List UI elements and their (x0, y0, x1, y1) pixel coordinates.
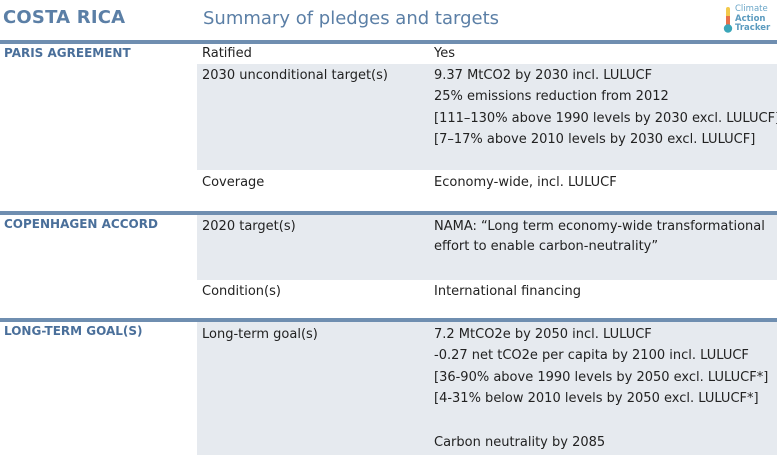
row-label-2030-target: 2030 unconditional target(s) (202, 68, 388, 83)
section-rule (0, 211, 777, 215)
country-title: COSTA RICA (3, 7, 126, 28)
row-value-2020-line-1: NAMA: “Long term economy-wide transforma… (434, 219, 765, 234)
logo-text: Climate Action Tracker (735, 4, 771, 34)
row-value-ltg-line-4: [4-31% below 2010 levels by 2050 excl. L… (434, 391, 759, 406)
row-value-2030-line-1: 9.37 MtCO2 by 2030 incl. LULUCF (434, 68, 653, 83)
row-value-2030-line-4: [7–17% above 2010 levels by 2030 excl. L… (434, 132, 756, 147)
row-label-coverage: Coverage (202, 175, 265, 190)
logo-line-3: Tracker (735, 23, 771, 33)
row-value-2020-line-2: effort to enable carbon-neutrality” (434, 239, 659, 254)
section-long-term-goals: LONG-TERM GOAL(S) Long-term goal(s) 7.2 … (0, 318, 777, 459)
row-band (197, 322, 777, 455)
climate-action-tracker-logo: Climate Action Tracker (720, 4, 776, 36)
thermometer-icon (723, 7, 733, 33)
row-value-ltg-line-2: -0.27 net tCO2e per capita by 2100 incl.… (434, 348, 749, 363)
row-band (197, 64, 777, 170)
section-rule (0, 40, 777, 44)
section-title: LONG-TERM GOAL(S) (4, 324, 143, 338)
row-label-ratified: Ratified (202, 46, 252, 61)
section-copenhagen-accord: COPENHAGEN ACCORD 2020 target(s) NAMA: “… (0, 211, 777, 309)
row-value-2030-line-2: 25% emissions reduction from 2012 (434, 89, 669, 104)
row-value-2030-line-3: [111–130% above 1990 levels by 2030 excl… (434, 111, 777, 126)
row-value-ltg-line-3: [36-90% above 1990 levels by 2050 excl. … (434, 370, 769, 385)
row-value-ltg-line-6: Carbon neutrality by 2085 (434, 435, 606, 450)
page-subtitle: Summary of pledges and targets (203, 8, 499, 29)
logo-line-1: Climate (735, 4, 768, 14)
row-band (197, 215, 777, 280)
row-value-ltg-line-1: 7.2 MtCO2e by 2050 incl. LULUCF (434, 327, 652, 342)
page-header: COSTA RICA Summary of pledges and target… (0, 0, 777, 38)
row-label-conditions: Condition(s) (202, 284, 281, 299)
row-label-long-term-goals: Long-term goal(s) (202, 327, 318, 342)
row-value-ratified: Yes (434, 46, 455, 61)
section-title: COPENHAGEN ACCORD (4, 217, 158, 231)
row-value-coverage: Economy-wide, incl. LULUCF (434, 175, 617, 190)
row-value-conditions: International financing (434, 284, 581, 299)
section-title: PARIS AGREEMENT (4, 46, 131, 60)
logo-line-2: Action (735, 13, 766, 24)
row-label-2020-target: 2020 target(s) (202, 219, 296, 234)
section-rule (0, 318, 777, 322)
section-paris-agreement: PARIS AGREEMENT Ratified Yes 2030 uncond… (0, 40, 777, 210)
